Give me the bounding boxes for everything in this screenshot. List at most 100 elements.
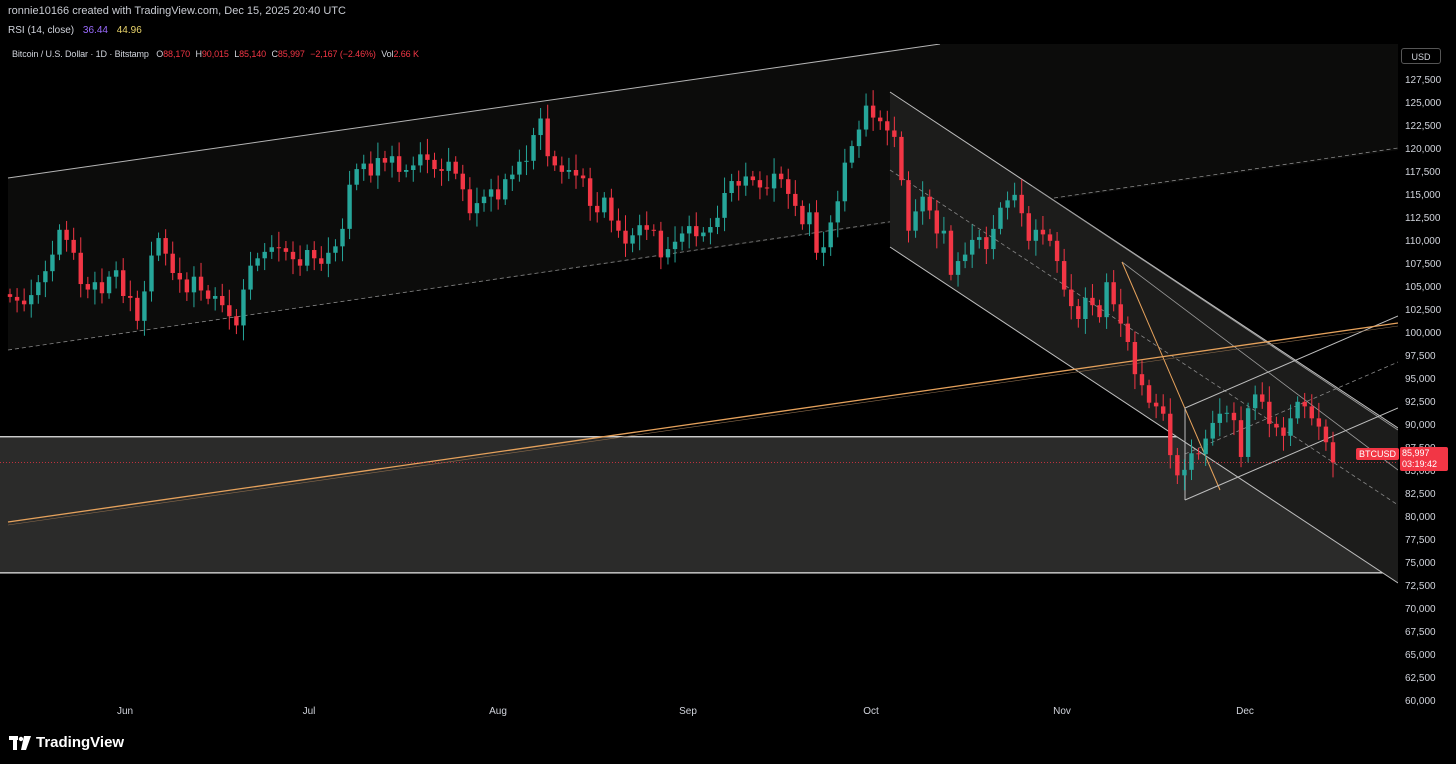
- candle: [1309, 406, 1314, 419]
- candle: [1161, 406, 1166, 414]
- candle: [255, 258, 260, 266]
- candle: [99, 282, 105, 294]
- candle: [177, 273, 182, 280]
- candle: [517, 161, 522, 175]
- candle: [1005, 200, 1010, 208]
- candle: [679, 233, 685, 242]
- candle: [1196, 453, 1201, 455]
- candle: [587, 178, 593, 206]
- candle: [708, 227, 713, 233]
- candle: [793, 193, 798, 206]
- candle: [927, 196, 932, 211]
- tradingview-logo[interactable]: TradingView: [9, 734, 124, 751]
- candle: [375, 158, 381, 176]
- candle: [998, 207, 1003, 229]
- candle: [715, 217, 720, 228]
- long-trendline-shadow: [7, 325, 1398, 526]
- candle: [205, 290, 211, 299]
- candle: [1054, 240, 1060, 262]
- candle: [941, 230, 947, 234]
- candle: [1295, 401, 1300, 419]
- candle: [474, 203, 480, 214]
- candle: [326, 252, 331, 264]
- candle: [538, 118, 543, 136]
- price-axis[interactable]: [1398, 44, 1456, 720]
- candle: [446, 161, 451, 171]
- candle: [856, 129, 862, 147]
- created-line: ronnie10166 created with TradingView.com…: [8, 5, 346, 17]
- candle: [57, 229, 62, 255]
- price-axis-label: 72,500: [1405, 580, 1436, 592]
- candle: [283, 248, 289, 252]
- candle: [29, 295, 34, 305]
- candle: [1288, 418, 1293, 436]
- candle: [149, 255, 154, 292]
- candle: [354, 169, 359, 185]
- candle: [262, 251, 267, 259]
- rsi-legend[interactable]: RSI (14, close) 36.44 44.96: [8, 22, 142, 40]
- price-axis-label: 127,500: [1405, 74, 1442, 86]
- candle: [1118, 304, 1123, 324]
- price-axis-label: 110,000: [1405, 235, 1441, 247]
- price-axis-label: 92,500: [1405, 396, 1436, 408]
- candle: [7, 294, 13, 297]
- candle: [453, 161, 458, 174]
- rsi-value: 36.44: [82, 25, 108, 36]
- candle: [1316, 418, 1322, 427]
- currency-button[interactable]: USD: [1401, 48, 1441, 64]
- price-axis-label: 65,000: [1405, 649, 1436, 661]
- desc-channel-lower: [889, 246, 1398, 584]
- candle: [71, 239, 76, 253]
- candle: [786, 179, 791, 194]
- candle: [241, 289, 246, 326]
- candle: [686, 226, 692, 234]
- candle: [1125, 323, 1131, 342]
- rise-channel-lower: [1184, 407, 1398, 501]
- long-trendline: [7, 322, 1398, 523]
- candle: [729, 181, 734, 193]
- price-axis-label: 95,000: [1405, 373, 1436, 385]
- candle: [418, 154, 423, 166]
- candle: [524, 160, 529, 162]
- candle: [1097, 305, 1102, 318]
- candle: [220, 296, 225, 306]
- candle: [1281, 427, 1286, 436]
- price-chart[interactable]: [0, 44, 1398, 720]
- candle: [842, 162, 848, 202]
- candle: [425, 154, 430, 160]
- symbol-title: Bitcoin / U.S. Dollar · 1D · Bitstamp: [12, 49, 149, 59]
- volume-label: Vol: [381, 49, 394, 59]
- price-axis-label: 117,500: [1405, 166, 1441, 178]
- candle: [984, 237, 989, 250]
- candle: [1330, 442, 1336, 463]
- candle: [623, 230, 628, 244]
- candle: [142, 291, 147, 321]
- price-axis-label: 102,500: [1405, 304, 1442, 316]
- high-value: 90,015: [201, 49, 229, 59]
- price-axis-label: 75,000: [1405, 557, 1436, 569]
- candle: [1047, 234, 1053, 241]
- price-axis-label: 97,500: [1405, 350, 1436, 362]
- candle: [361, 163, 366, 170]
- candle: [36, 282, 41, 296]
- candle: [198, 276, 204, 291]
- candle: [878, 117, 883, 122]
- rise-channel-mid: [1184, 361, 1398, 455]
- tradingview-logo-icon: [9, 735, 31, 750]
- candle: [694, 226, 699, 237]
- candle: [170, 253, 175, 274]
- symbol-legend[interactable]: Bitcoin / U.S. Dollar · 1D · Bitstamp O8…: [12, 49, 419, 59]
- price-axis-label: 85,000: [1405, 465, 1436, 477]
- candle: [849, 146, 855, 163]
- price-axis-label: 67,500: [1405, 626, 1436, 638]
- candle: [1104, 282, 1109, 318]
- candle: [1153, 402, 1159, 407]
- candle: [814, 212, 819, 253]
- candle: [1302, 401, 1307, 407]
- candle: [1076, 306, 1081, 319]
- candle: [807, 212, 812, 225]
- candle: [340, 228, 345, 247]
- candle: [128, 296, 133, 298]
- candle: [347, 184, 352, 229]
- candle: [665, 249, 671, 258]
